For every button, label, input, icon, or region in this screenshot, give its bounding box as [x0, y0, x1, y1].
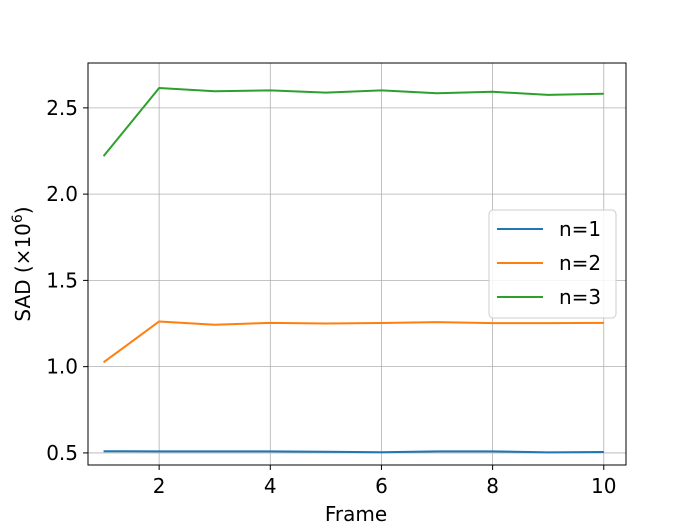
series-line-n2: [102, 320, 604, 364]
y-axis-ticks: 0.5 1.0 1.5 2.0 2.5: [46, 96, 88, 465]
series-line-n3: [102, 87, 604, 157]
y-tick-label: 1.0: [46, 355, 78, 379]
legend-box: [488, 209, 617, 319]
x-tick-label: 2: [153, 474, 166, 498]
x-axis-ticks: 2 4 6 8 10: [153, 465, 616, 498]
y-tick-label: 2.5: [46, 96, 78, 120]
series-line-n1: [103, 450, 604, 454]
y-axis-label: SAD (×106): [10, 206, 35, 321]
y-tick-label: 2.0: [46, 182, 78, 206]
x-tick-label: 8: [486, 474, 499, 498]
x-tick-label: 6: [375, 474, 388, 498]
legend-label: n=2: [559, 251, 601, 275]
legend-label: n=1: [559, 217, 601, 241]
y-tick-label: 1.5: [46, 268, 78, 292]
x-tick-label: 4: [264, 474, 277, 498]
y-tick-label: 0.5: [46, 441, 78, 465]
x-axis-label: Frame: [325, 502, 387, 522]
x-tick-label: 10: [591, 474, 616, 498]
legend: n=1 n=2 n=3: [488, 209, 617, 319]
plot-frame: [87, 62, 627, 466]
series-lines: [102, 87, 604, 454]
legend-label: n=3: [559, 285, 601, 309]
y-axis-label-exponent: 6: [10, 214, 26, 223]
